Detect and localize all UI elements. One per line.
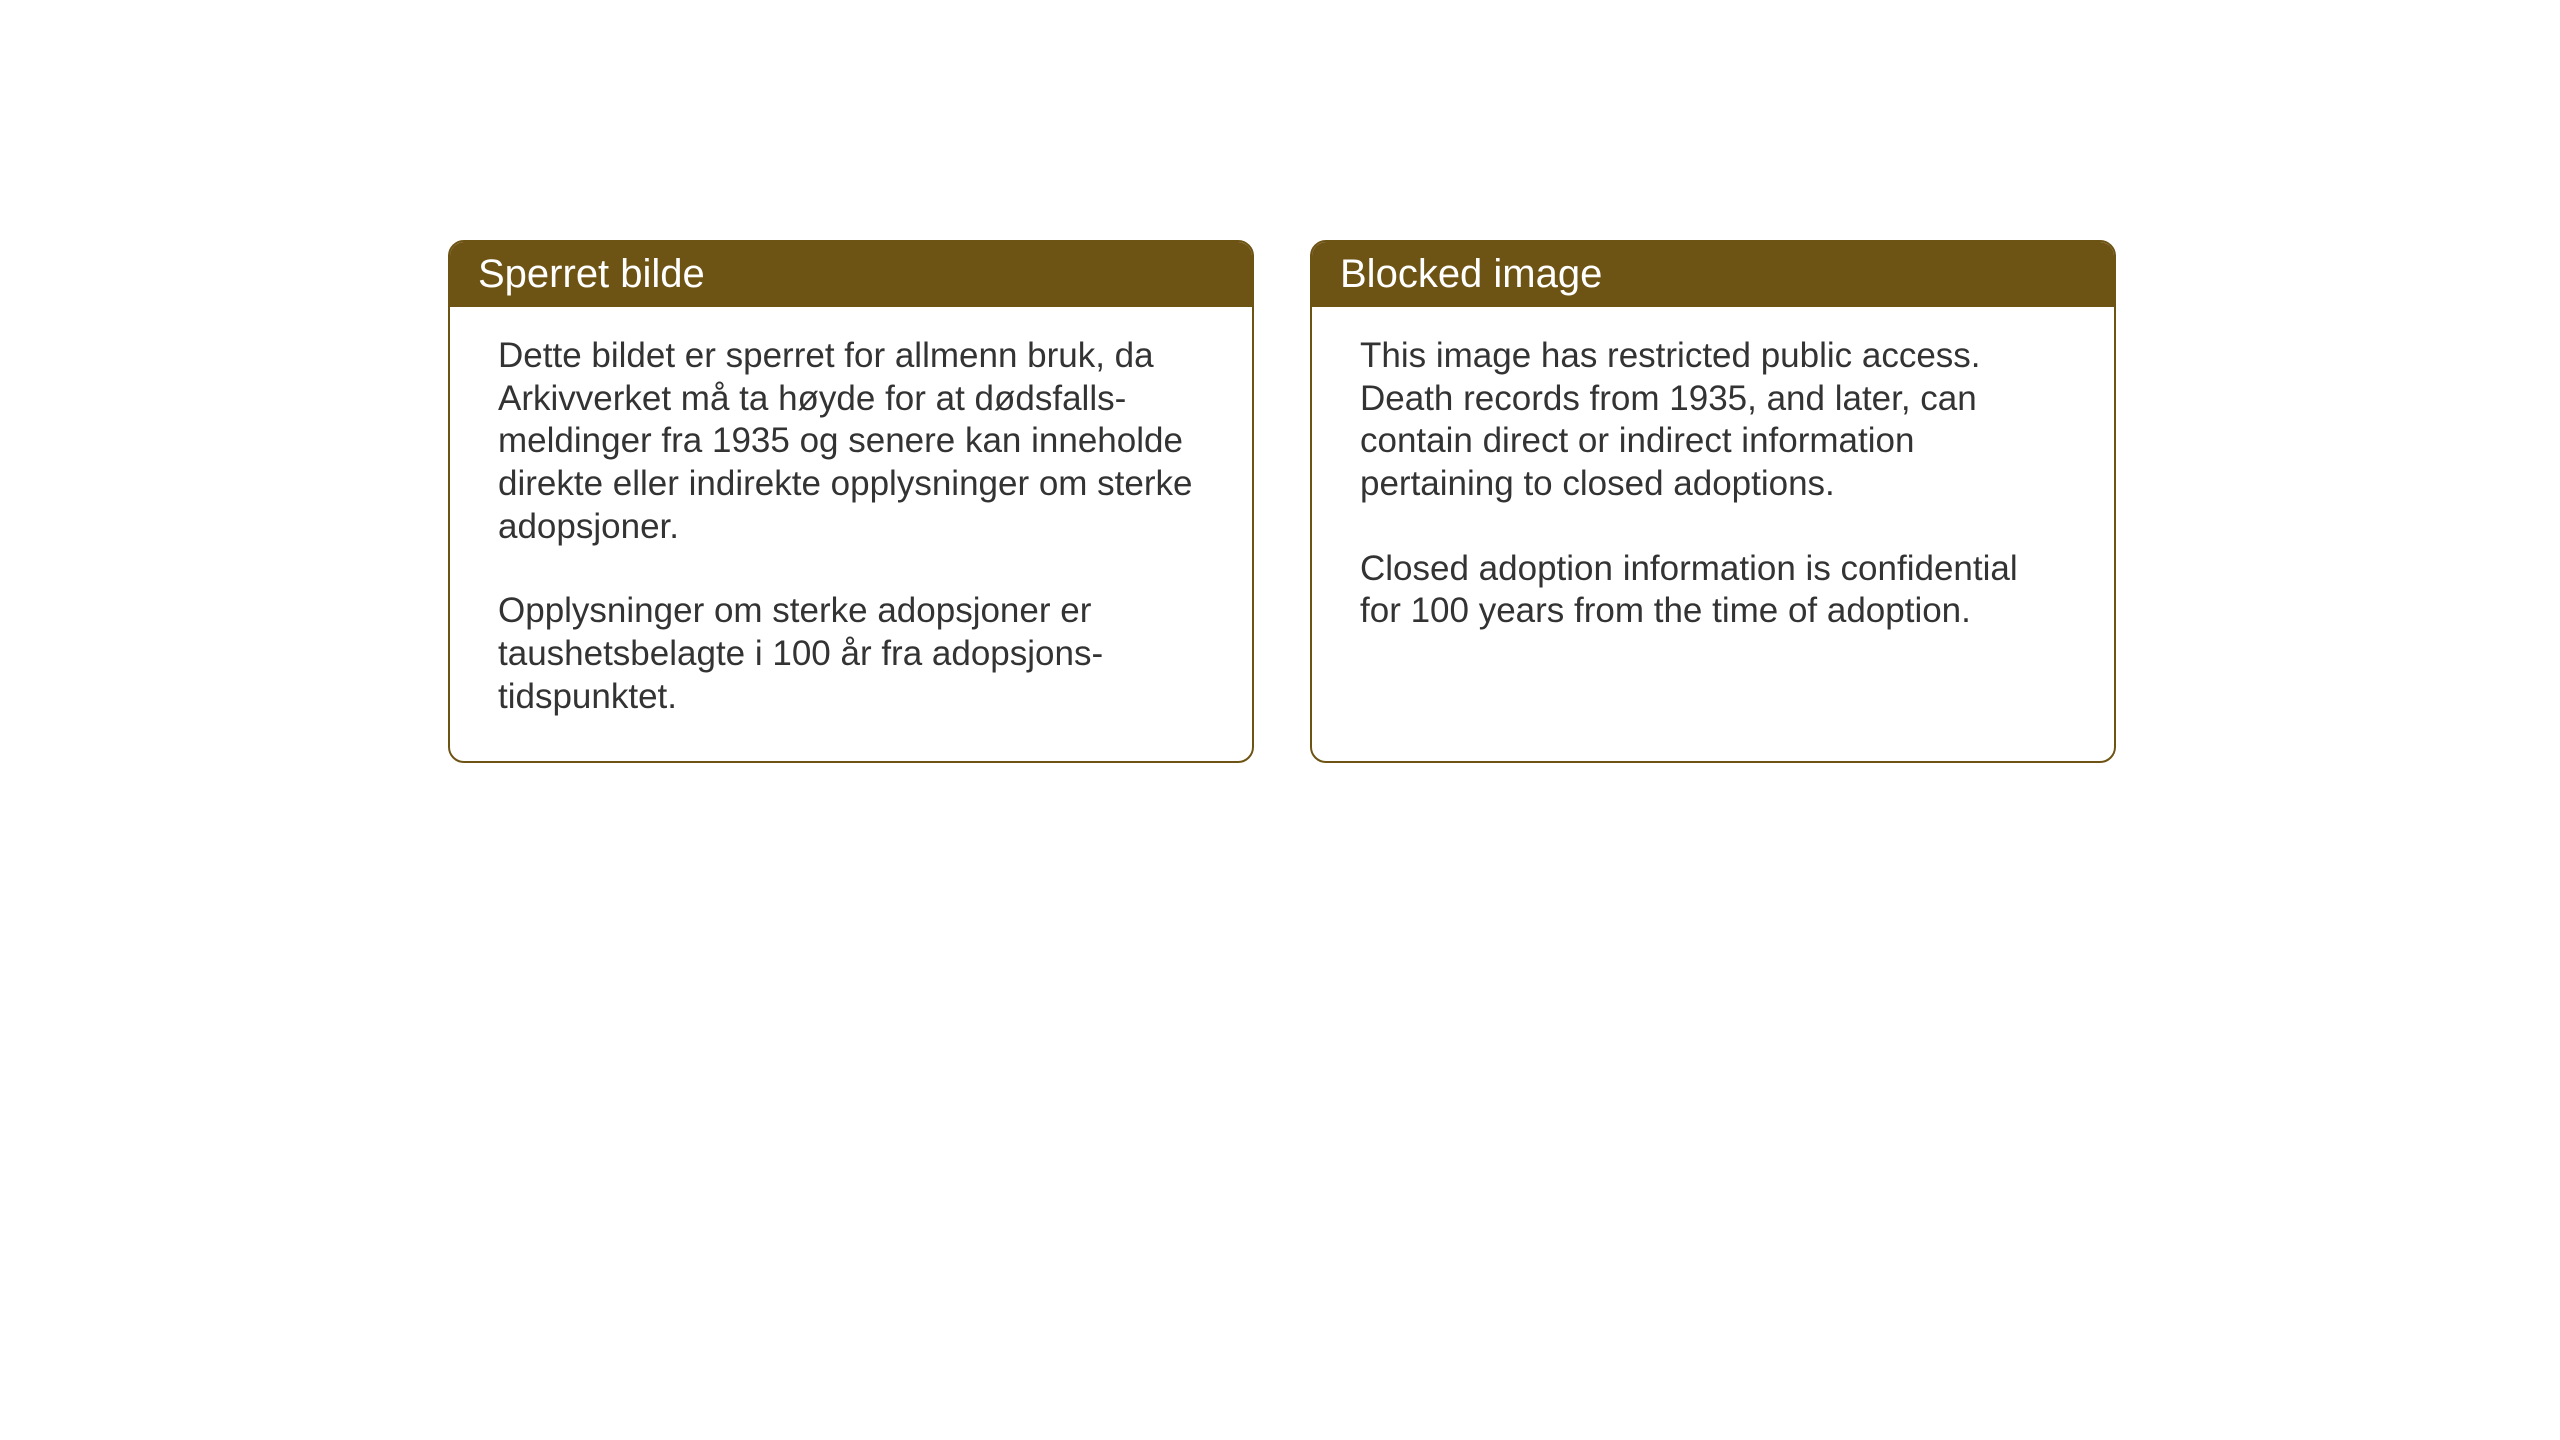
notice-header-norwegian: Sperret bilde	[450, 242, 1252, 307]
notice-body-english: This image has restricted public access.…	[1312, 307, 2114, 675]
notice-body-norwegian: Dette bildet er sperret for allmenn bruk…	[450, 307, 1252, 761]
notice-card-english: Blocked image This image has restricted …	[1310, 240, 2116, 763]
notice-paragraph-2-norwegian: Opplysninger om sterke adopsjoner er tau…	[498, 590, 1204, 718]
notice-container: Sperret bilde Dette bildet er sperret fo…	[448, 240, 2116, 763]
notice-title-norwegian: Sperret bilde	[478, 252, 705, 296]
notice-header-english: Blocked image	[1312, 242, 2114, 307]
notice-paragraph-1-norwegian: Dette bildet er sperret for allmenn bruk…	[498, 335, 1204, 548]
notice-card-norwegian: Sperret bilde Dette bildet er sperret fo…	[448, 240, 1254, 763]
notice-paragraph-2-english: Closed adoption information is confident…	[1360, 548, 2066, 633]
notice-title-english: Blocked image	[1340, 252, 1602, 296]
notice-paragraph-1-english: This image has restricted public access.…	[1360, 335, 2066, 506]
